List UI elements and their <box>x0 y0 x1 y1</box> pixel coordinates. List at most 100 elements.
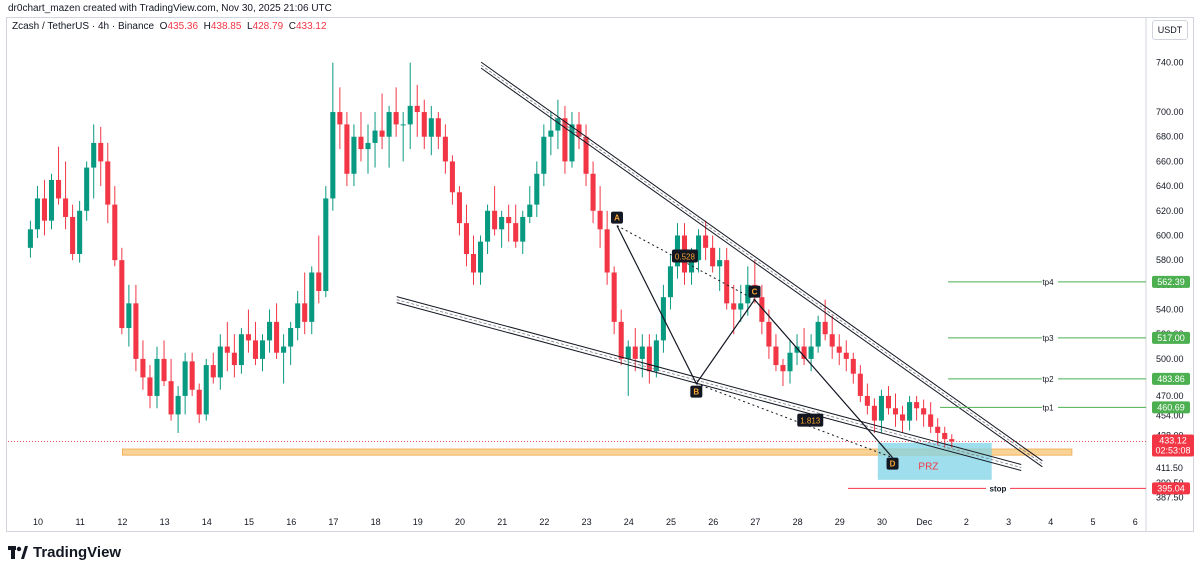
candle[interactable] <box>63 198 69 217</box>
candle[interactable] <box>731 303 737 310</box>
candle[interactable] <box>745 284 751 304</box>
candle[interactable] <box>84 167 90 211</box>
candle[interactable] <box>400 124 406 126</box>
lower-wedge-line[interactable] <box>396 296 1022 465</box>
candle[interactable] <box>112 204 118 261</box>
candle[interactable] <box>238 334 244 366</box>
candle[interactable] <box>435 118 441 137</box>
candle[interactable] <box>133 303 139 359</box>
candle[interactable] <box>808 346 814 359</box>
candle[interactable] <box>829 334 835 347</box>
candle[interactable] <box>794 346 800 353</box>
candle[interactable] <box>717 260 723 267</box>
candle[interactable] <box>703 235 709 248</box>
candle[interactable] <box>759 297 765 322</box>
candle[interactable] <box>907 402 913 421</box>
candle[interactable] <box>667 266 673 298</box>
candle[interactable] <box>105 161 111 205</box>
symbol-name[interactable]: Zcash / TetherUS · 4h · Binance <box>12 21 155 32</box>
candle[interactable] <box>689 260 695 273</box>
pattern-point-c[interactable] <box>748 285 761 298</box>
candle[interactable] <box>470 253 477 273</box>
candle[interactable] <box>949 439 955 442</box>
candle[interactable] <box>499 216 505 230</box>
pattern-point-d[interactable] <box>886 457 899 470</box>
candle[interactable] <box>780 365 786 372</box>
candle[interactable] <box>442 136 448 162</box>
candle[interactable] <box>463 223 470 254</box>
candle[interactable] <box>126 303 132 329</box>
candle[interactable] <box>365 142 371 150</box>
candle[interactable] <box>801 346 807 359</box>
candle[interactable] <box>456 192 462 224</box>
candle[interactable] <box>921 408 927 415</box>
candle[interactable] <box>56 179 62 199</box>
candle[interactable] <box>421 112 427 137</box>
candle[interactable] <box>871 405 877 421</box>
candle[interactable] <box>70 216 76 254</box>
candle[interactable] <box>119 260 125 329</box>
candle[interactable] <box>815 321 821 347</box>
candle[interactable] <box>245 334 251 341</box>
candle[interactable] <box>548 130 554 137</box>
candle[interactable] <box>182 361 188 396</box>
candle[interactable] <box>513 223 519 242</box>
candle[interactable] <box>48 179 55 221</box>
candle[interactable] <box>569 124 575 162</box>
candle[interactable] <box>91 142 97 168</box>
candle[interactable] <box>154 358 160 396</box>
candle[interactable] <box>885 395 892 409</box>
candle[interactable] <box>914 402 920 409</box>
candle[interactable] <box>646 346 652 372</box>
candle[interactable] <box>590 173 596 211</box>
candle[interactable] <box>372 130 378 143</box>
candle[interactable] <box>217 346 223 378</box>
candle[interactable] <box>696 235 702 261</box>
candle[interactable] <box>34 198 40 230</box>
candle[interactable] <box>822 321 828 335</box>
candle[interactable] <box>358 136 364 150</box>
candle[interactable] <box>344 124 350 174</box>
candle[interactable] <box>928 414 934 427</box>
candle[interactable] <box>189 361 195 390</box>
candle[interactable] <box>478 241 484 273</box>
candle[interactable] <box>597 210 603 230</box>
candle[interactable] <box>618 321 624 359</box>
candle[interactable] <box>379 130 385 137</box>
candle[interactable] <box>337 112 343 125</box>
ratio-label-box[interactable] <box>797 413 824 427</box>
candle[interactable] <box>555 118 561 131</box>
candle[interactable] <box>140 358 146 378</box>
candle[interactable] <box>738 303 744 310</box>
candle[interactable] <box>428 118 434 137</box>
candle[interactable] <box>449 161 455 193</box>
candle[interactable] <box>267 321 273 341</box>
candle[interactable] <box>295 303 301 329</box>
candle[interactable] <box>196 389 202 415</box>
candle[interactable] <box>309 272 315 322</box>
pattern-point-b[interactable] <box>690 385 703 398</box>
candle[interactable] <box>653 340 659 372</box>
candle[interactable] <box>724 260 730 304</box>
ratio-label-box[interactable] <box>671 249 698 263</box>
candle[interactable] <box>836 346 842 353</box>
candle[interactable] <box>41 198 48 221</box>
candle[interactable] <box>231 352 237 366</box>
candle[interactable] <box>625 346 631 359</box>
candle[interactable] <box>161 358 167 382</box>
candle[interactable] <box>485 210 491 242</box>
candle[interactable] <box>175 395 181 415</box>
candle[interactable] <box>639 346 645 359</box>
candle[interactable] <box>386 112 392 137</box>
candle[interactable] <box>316 272 322 292</box>
candle[interactable] <box>864 395 870 406</box>
candle[interactable] <box>323 198 329 292</box>
candle[interactable] <box>857 373 863 396</box>
candle[interactable] <box>203 365 209 415</box>
candle[interactable] <box>147 377 153 396</box>
candle[interactable] <box>710 247 716 267</box>
candle[interactable] <box>27 229 33 248</box>
candle[interactable] <box>611 272 617 322</box>
lower-wedge-line[interactable] <box>396 302 1022 471</box>
candle[interactable] <box>393 112 399 125</box>
